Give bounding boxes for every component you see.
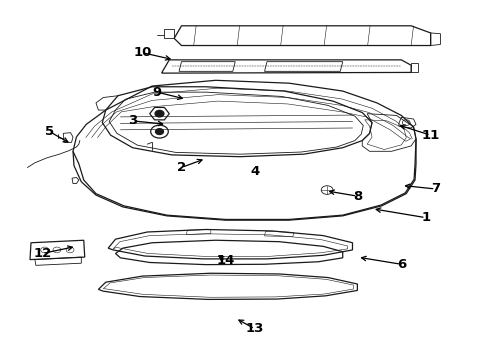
Text: 7: 7 [431, 183, 440, 195]
Text: 5: 5 [45, 125, 54, 138]
Text: 10: 10 [133, 46, 151, 59]
Text: 11: 11 [421, 129, 440, 142]
Text: 4: 4 [250, 165, 259, 177]
Text: 12: 12 [33, 247, 51, 260]
Text: 13: 13 [245, 322, 264, 335]
Text: 14: 14 [216, 254, 235, 267]
Text: 6: 6 [397, 258, 406, 271]
Circle shape [155, 129, 164, 135]
Text: 2: 2 [177, 161, 186, 174]
Text: 1: 1 [421, 211, 430, 224]
Circle shape [155, 111, 164, 117]
Text: 8: 8 [353, 190, 362, 203]
Text: 3: 3 [128, 114, 137, 127]
Text: 9: 9 [152, 86, 162, 99]
